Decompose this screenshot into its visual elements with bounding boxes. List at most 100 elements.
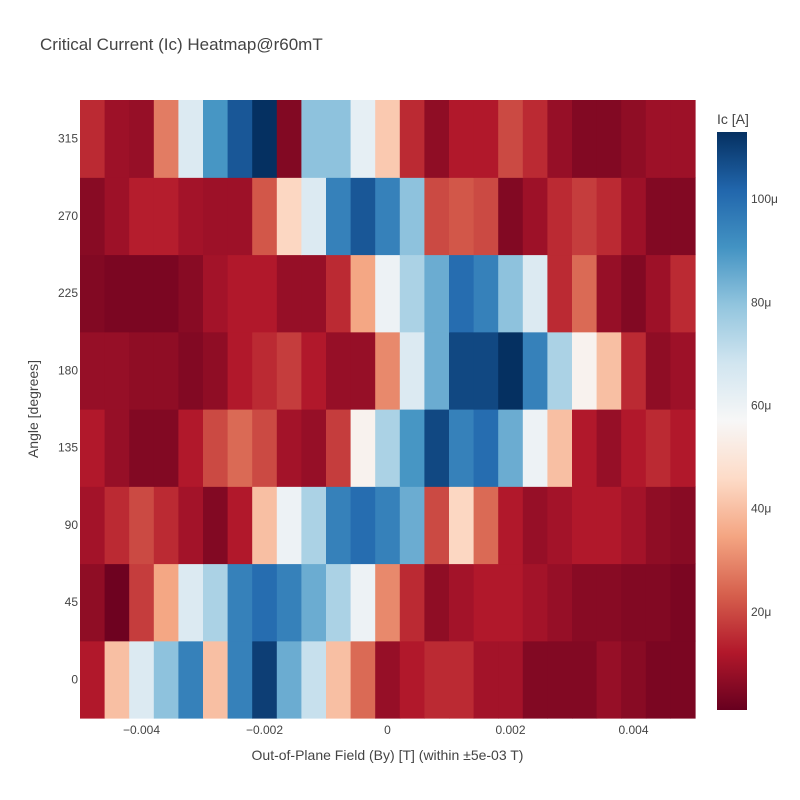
heatmap-cell [498, 640, 524, 719]
y-tick-label: 270 [58, 209, 78, 223]
heatmap-cell [301, 254, 327, 333]
heatmap-cell [375, 409, 401, 487]
x-tick-label: 0.002 [495, 723, 525, 737]
heatmap-cell [645, 409, 671, 487]
heatmap-cell [424, 100, 450, 178]
heatmap-cell [301, 177, 327, 256]
heatmap-cell [203, 409, 229, 487]
heatmap-cell [80, 177, 106, 256]
heatmap-cell [80, 254, 106, 333]
heatmap-cell [473, 409, 499, 487]
heatmap-cell [203, 100, 229, 178]
heatmap-cell [522, 100, 548, 178]
heatmap-cell [449, 331, 475, 410]
heatmap-cell [424, 254, 450, 333]
heatmap-cell [276, 486, 302, 565]
heatmap-cell [596, 254, 622, 333]
colorbar [717, 132, 747, 710]
heatmap-cell [399, 254, 425, 333]
heatmap-cell [572, 254, 598, 333]
heatmap-cell [129, 177, 155, 256]
heatmap-cell [572, 486, 598, 565]
heatmap-cell [227, 331, 253, 410]
heatmap-cell [621, 640, 647, 719]
heatmap-cell [276, 100, 302, 178]
heatmap-cell [375, 563, 401, 642]
heatmap-cell [645, 486, 671, 565]
heatmap-cell [104, 177, 130, 256]
heatmap-cell [80, 486, 106, 565]
heatmap-cell [129, 409, 155, 487]
heatmap-cell [178, 640, 204, 719]
colorbar-title: Ic [A] [717, 111, 749, 127]
x-tick-label: −0.002 [246, 723, 283, 737]
x-tick-label: 0.004 [618, 723, 648, 737]
heatmap-cell [129, 640, 155, 719]
heatmap-cell [252, 640, 278, 719]
heatmap-cell [399, 563, 425, 642]
heatmap-cell [399, 331, 425, 410]
heatmap-cell [621, 409, 647, 487]
heatmap-cell [424, 177, 450, 256]
heatmap-cell [522, 254, 548, 333]
heatmap-cell [326, 563, 352, 642]
x-tick-label: 0 [384, 723, 391, 737]
heatmap-cell [596, 409, 622, 487]
heatmap-cell [178, 254, 204, 333]
heatmap-cell [522, 563, 548, 642]
heatmap-cell [350, 254, 376, 333]
heatmap-cell [203, 640, 229, 719]
heatmap-cell [276, 640, 302, 719]
heatmap-cell [153, 254, 179, 333]
heatmap-cell [522, 409, 548, 487]
heatmap-cell [350, 409, 376, 487]
heatmap-cell [596, 177, 622, 256]
heatmap-cell [473, 486, 499, 565]
colorbar-tick-label: 100μ [751, 192, 778, 206]
heatmap-cell [399, 100, 425, 178]
heatmap-cell [301, 486, 327, 565]
heatmap-cell [104, 486, 130, 565]
heatmap-cell [522, 486, 548, 565]
heatmap-cell [153, 331, 179, 410]
heatmap-cell [473, 254, 499, 333]
heatmap-cell [670, 100, 696, 178]
heatmap-cell [227, 486, 253, 565]
heatmap-cell [645, 563, 671, 642]
heatmap-cell [203, 486, 229, 565]
heatmap-cell [572, 331, 598, 410]
heatmap-cell [498, 331, 524, 410]
colorbar-tick-label: 60μ [751, 399, 771, 413]
heatmap-cell [621, 254, 647, 333]
heatmap-cell [596, 640, 622, 719]
heatmap-cell [424, 640, 450, 719]
heatmap-cell [522, 177, 548, 256]
heatmap-cell [104, 331, 130, 410]
x-tick-label: −0.004 [123, 723, 160, 737]
heatmap-cell [547, 563, 573, 642]
y-tick-label: 315 [58, 132, 78, 146]
heatmap-cell [301, 563, 327, 642]
heatmap-cell [572, 563, 598, 642]
heatmap-cell [350, 640, 376, 719]
heatmap-cell [178, 563, 204, 642]
heatmap-cell [645, 100, 671, 178]
heatmap-cell [375, 177, 401, 256]
heatmap-cell [227, 100, 253, 178]
heatmap-cell [473, 331, 499, 410]
heatmap-cell [129, 486, 155, 565]
colorbar-ticks: 20μ 40μ 60μ 80μ 100μ [751, 192, 778, 619]
heatmap-cell [498, 486, 524, 565]
heatmap-cell [326, 177, 352, 256]
heatmap-cell [301, 331, 327, 410]
heatmap-cell [572, 100, 598, 178]
heatmap-cell [449, 486, 475, 565]
heatmap-cell [596, 100, 622, 178]
y-tick-label: 180 [58, 363, 78, 377]
heatmap-cell [178, 409, 204, 487]
heatmap-cell [449, 254, 475, 333]
chart-title: Critical Current (Ic) Heatmap@r60mT [40, 35, 323, 54]
heatmap-cell [203, 331, 229, 410]
heatmap-cell [104, 640, 130, 719]
